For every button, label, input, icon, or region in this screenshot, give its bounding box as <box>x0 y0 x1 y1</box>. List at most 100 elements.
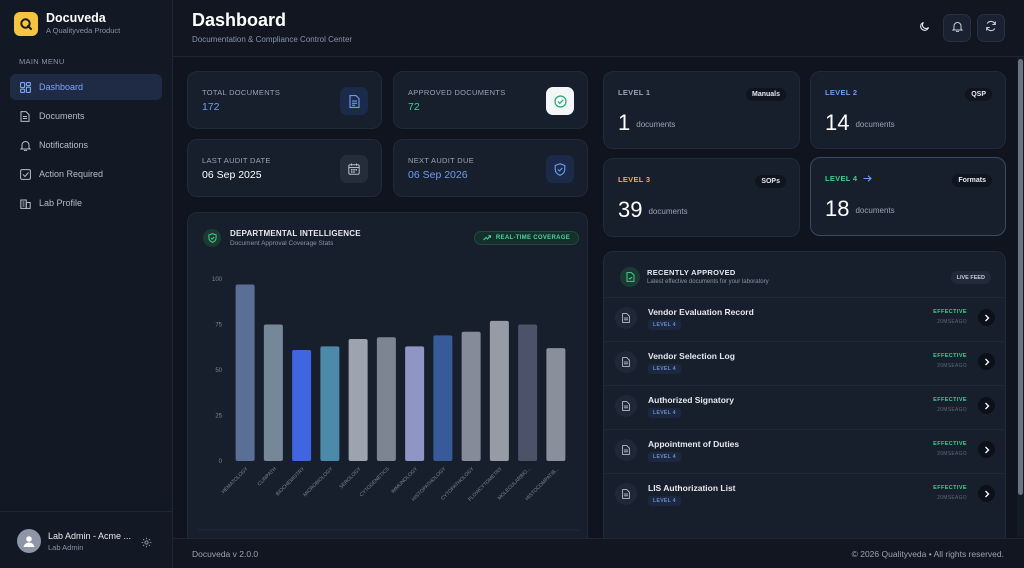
sidebar-item-documents[interactable]: Documents <box>10 103 162 129</box>
sidebar-item-label: Lab Profile <box>39 198 83 208</box>
status-badge: EFFECTIVE <box>933 309 967 315</box>
avatar[interactable] <box>17 529 41 553</box>
chart-bar <box>376 337 396 461</box>
recent-title: RECENTLY APPROVED <box>647 268 736 277</box>
x-tick-label: CYTOGENETICS <box>359 466 392 499</box>
document-icon <box>615 395 637 417</box>
sidebar-item-lab-profile[interactable]: Lab Profile <box>10 190 162 216</box>
refresh-icon <box>985 19 997 37</box>
copyright-text: © 2026 Qualityveda • All rights reserved… <box>851 549 1004 559</box>
chart-bar <box>348 339 368 461</box>
recently-approved-card: RECENTLY APPROVED Latest effective docum… <box>603 251 1006 551</box>
stat-value: 06 Sep 2026 <box>408 169 468 181</box>
approval-date: 20MSEAGO <box>937 451 967 457</box>
level-card-1[interactable]: LEVEL 1 Manuals 1 documents <box>603 71 800 149</box>
list-item[interactable]: Authorized Signatory LEVEL 4 EFFECTIVE 2… <box>604 385 1005 429</box>
shield-check-icon <box>546 155 574 183</box>
document-icon <box>615 307 637 329</box>
scrollbar-thumb[interactable] <box>1018 59 1023 495</box>
level-label: LEVEL 3 <box>618 175 651 184</box>
user-panel: Lab Admin - Acme ... Lab Admin <box>0 511 173 568</box>
stat-label: NEXT AUDIT DUE <box>408 156 475 165</box>
header: Dashboard Documentation & Compliance Con… <box>173 0 1024 57</box>
x-tick-label: CLINPATH <box>257 466 278 487</box>
document-check-icon <box>620 267 640 287</box>
stat-card-last-audit: LAST AUDIT DATE 06 Sep 2025 <box>187 139 382 197</box>
bell-icon <box>19 139 31 151</box>
gear-icon[interactable] <box>141 535 153 548</box>
level-card-2[interactable]: LEVEL 2 QSP 14 documents <box>810 71 1006 149</box>
chevron-right-icon[interactable] <box>978 309 995 326</box>
footer: Docuveda v 2.0.0 © 2026 Qualityveda • Al… <box>173 538 1024 568</box>
user-name: Lab Admin - Acme ... <box>48 531 132 541</box>
chevron-right-icon[interactable] <box>978 441 995 458</box>
list-item[interactable]: LIS Authorization List LEVEL 4 EFFECTIVE… <box>604 473 1005 517</box>
status-badge: EFFECTIVE <box>933 485 967 491</box>
stat-card-next-audit: NEXT AUDIT DUE 06 Sep 2026 <box>393 139 588 197</box>
chevron-right-icon[interactable] <box>978 353 995 370</box>
chevron-right-icon[interactable] <box>978 397 995 414</box>
stat-value: 06 Sep 2025 <box>202 169 262 181</box>
sidebar-item-dashboard[interactable]: Dashboard <box>10 74 162 100</box>
recent-subtitle: Latest effective documents for your labo… <box>647 279 769 285</box>
realtime-badge-label: REAL-TIME COVERAGE <box>495 235 570 241</box>
level-tag: SOPs <box>755 175 786 188</box>
level-label: LEVEL 1 <box>618 88 651 97</box>
brand[interactable]: Docuveda A Qualityveda Product <box>14 11 120 36</box>
chart-bar <box>546 348 566 461</box>
sidebar-item-notifications[interactable]: Notifications <box>10 132 162 158</box>
document-name: Vendor Evaluation Record <box>648 307 754 317</box>
sidebar-item-action-required[interactable]: Action Required <box>10 161 162 187</box>
chart-bar <box>461 331 481 461</box>
building-icon <box>19 197 31 209</box>
chart-bar <box>489 320 509 461</box>
page-subtitle: Documentation & Compliance Control Cente… <box>192 35 353 44</box>
level-count-value: 18 <box>825 196 850 221</box>
notifications-button[interactable] <box>943 14 971 42</box>
live-feed-badge: LIVE FEED <box>950 271 991 284</box>
status-badge: EFFECTIVE <box>933 441 967 447</box>
brand-logo-icon <box>14 11 38 36</box>
brand-subtitle: A Qualityveda Product <box>46 26 121 35</box>
document-icon <box>615 351 637 373</box>
stat-label: LAST AUDIT DATE <box>202 156 271 165</box>
version-text: Docuveda v 2.0.0 <box>192 549 259 559</box>
x-tick-label: SEROLOGY <box>338 466 363 491</box>
level-count-unit: documents <box>636 120 676 129</box>
level-tag: Formats <box>952 174 992 187</box>
y-tick-label: 75 <box>215 323 222 329</box>
y-tick-label: 0 <box>219 459 223 465</box>
level-count: 14 documents <box>825 110 895 138</box>
realtime-badge: REAL-TIME COVERAGE <box>473 231 579 245</box>
approval-date: 20MSEAGO <box>937 407 967 413</box>
list-item[interactable]: Appointment of Duties LEVEL 4 EFFECTIVE … <box>604 429 1005 473</box>
level-card-3[interactable]: LEVEL 3 SOPs 39 documents <box>603 158 800 237</box>
document-icon <box>615 483 637 505</box>
list-item[interactable]: Vendor Selection Log LEVEL 4 EFFECTIVE 2… <box>604 341 1005 385</box>
level-tag: QSP <box>965 88 992 101</box>
bell-icon <box>951 19 963 37</box>
trend-icon <box>483 235 491 241</box>
approval-date: 20MSEAGO <box>937 363 967 369</box>
scrollbar[interactable] <box>1017 57 1024 537</box>
approval-date: 20MSEAGO <box>937 319 967 325</box>
level-count: 39 documents <box>618 197 688 225</box>
user-role: Lab Admin <box>48 543 84 552</box>
refresh-button[interactable] <box>977 14 1005 42</box>
chart-bar <box>518 324 538 461</box>
main-menu: Dashboard Documents Notifications Action… <box>10 74 162 219</box>
list-item[interactable]: Vendor Evaluation Record LEVEL 4 EFFECTI… <box>604 297 1005 341</box>
level-badge: LEVEL 4 <box>648 364 681 374</box>
sidebar-item-label: Action Required <box>39 169 104 179</box>
document-name: Appointment of Duties <box>648 439 740 449</box>
sidebar-item-label: Notifications <box>39 140 89 150</box>
sidebar: Docuveda A Qualityveda Product MAIN MENU… <box>0 0 173 568</box>
chart-bar <box>320 346 340 461</box>
y-tick-label: 25 <box>215 414 222 420</box>
level-count-unit: documents <box>855 120 895 129</box>
arrow-right-icon <box>863 175 873 182</box>
level-card-4[interactable]: LEVEL 4 Formats 18 documents <box>810 157 1006 236</box>
chevron-right-icon[interactable] <box>978 485 995 502</box>
theme-toggle-button[interactable] <box>910 14 938 42</box>
stat-label: APPROVED DOCUMENTS <box>408 88 506 97</box>
